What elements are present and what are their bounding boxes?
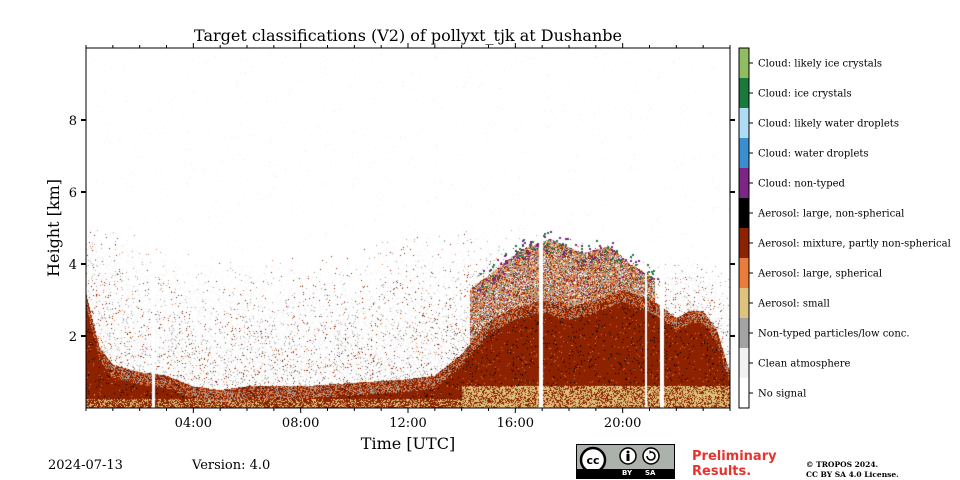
y-tick-label: 4 [69, 258, 77, 273]
legend-label: Aerosol: mixture, partly non-spherical [757, 239, 951, 250]
legend-swatch [739, 78, 749, 108]
x-tick-label: 12:00 [389, 416, 426, 431]
legend-label: Cloud: likely ice crystals [758, 59, 882, 70]
copyright-line-1: © TROPOS 2024. [806, 460, 879, 469]
classification-image [86, 48, 730, 408]
legend-swatch [739, 288, 749, 318]
legend-colorbar: Cloud: likely ice crystals Cloud: ice cry… [738, 47, 951, 409]
y-tick-label: 2 [69, 330, 77, 345]
legend-label: Cloud: likely water droplets [758, 119, 899, 130]
cc-text: cc [586, 454, 599, 467]
legend-swatch [739, 48, 749, 78]
legend-swatch [739, 108, 749, 138]
y-tick-label: 6 [69, 186, 77, 201]
footer-version: Version: 4.0 [192, 458, 271, 473]
legend-swatch [739, 198, 749, 228]
preliminary-line-2: Results. [692, 464, 752, 479]
classification-canvas [86, 48, 730, 408]
legend-label: Cloud: ice crystals [758, 89, 852, 100]
legend-label: Clean atmosphere [758, 359, 851, 370]
classification-raster [86, 48, 730, 408]
legend-label: Aerosol: large, non-spherical [757, 209, 904, 220]
y-tick-label: 8 [69, 114, 77, 129]
footer-date: 2024-07-13 [48, 458, 123, 473]
x-axis-label: Time [UTC] [361, 434, 455, 453]
legend-swatch [739, 258, 749, 288]
sa-share-icon [642, 447, 660, 465]
legend-label: Non-typed particles/low conc. [758, 329, 910, 340]
chart-title: Target classifications (V2) of pollyxt_t… [194, 26, 622, 45]
legend-label: Aerosol: large, spherical [757, 269, 882, 280]
legend-frame [738, 47, 750, 409]
y-axis-label: Height [km] [44, 179, 63, 277]
legend-swatch [739, 228, 749, 258]
by-label: BY [622, 469, 633, 477]
copyright-line-2: CC BY SA 4.0 License. [806, 470, 899, 479]
x-tick-label: 04:00 [175, 416, 212, 431]
cc-license-badge: cc BY SA [576, 444, 675, 479]
legend-label: Aerosol: small [757, 299, 830, 310]
legend-swatch [739, 348, 749, 378]
x-tick-label: 08:00 [282, 416, 319, 431]
legend-label: No signal [758, 389, 806, 400]
preliminary-line-1: Preliminary [692, 449, 777, 464]
legend-swatch [739, 378, 749, 408]
legend-label: Cloud: non-typed [758, 179, 846, 190]
copyright-notice: © TROPOS 2024. CC BY SA 4.0 License. [806, 460, 899, 480]
legend-swatch [739, 168, 749, 198]
legend-label: Cloud: water droplets [758, 149, 869, 160]
axis-ticks: 04:00 08:00 12:00 16:00 20:00 2 4 6 8 [69, 43, 735, 431]
preliminary-notice: Preliminary Results. [692, 449, 777, 479]
legend-swatch [739, 318, 749, 348]
sa-label: SA [645, 469, 656, 477]
x-tick-label: 16:00 [497, 416, 534, 431]
plot-area [85, 47, 731, 409]
x-tick-label: 20:00 [604, 416, 641, 431]
legend-swatch [739, 138, 749, 168]
